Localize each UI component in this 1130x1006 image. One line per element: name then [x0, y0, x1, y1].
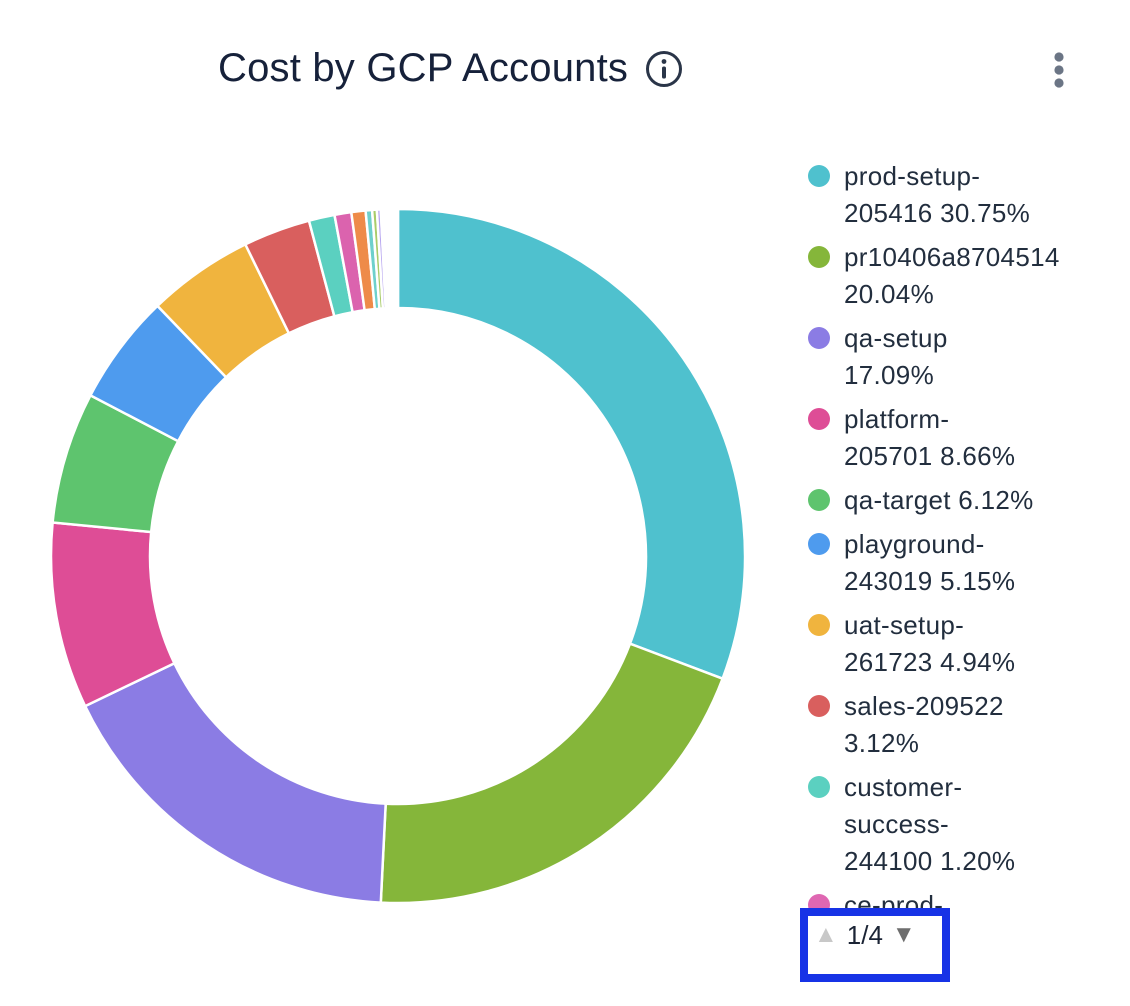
legend-item-platform-205701[interactable]: platform- 205701 8.66% — [800, 401, 1130, 475]
legend-dot — [808, 165, 830, 187]
pagination-down-button[interactable]: ▼ — [891, 921, 916, 948]
legend-label: qa-target 6.12% — [844, 485, 1034, 515]
donut-slice-pr10406a8704514[interactable] — [379, 642, 725, 905]
donut-chart — [49, 207, 747, 905]
legend-item-sales-209522[interactable]: sales-209522 3.12% — [800, 688, 1130, 762]
legend-dot — [808, 327, 830, 349]
legend-item-playground-243019[interactable]: playground- 243019 5.15% — [800, 526, 1130, 600]
legend-dot — [808, 489, 830, 511]
legend-dot — [808, 776, 830, 798]
legend-label: uat-setup- 261723 4.94% — [844, 610, 1016, 677]
legend-label: platform- 205701 8.66% — [844, 404, 1016, 471]
legend-label: sales-209522 3.12% — [844, 691, 1004, 758]
legend-item-qa-target[interactable]: qa-target 6.12% — [800, 482, 1130, 519]
legend-label: customer- success- 244100 1.20% — [844, 772, 1016, 876]
legend-item-prod-setup-205416[interactable]: prod-setup- 205416 30.75% — [800, 158, 1130, 232]
chart-legend: prod-setup- 205416 30.75% pr10406a8704514… — [800, 158, 1130, 920]
kebab-menu-icon[interactable] — [1052, 50, 1066, 90]
page-title: Cost by GCP Accounts — [218, 46, 629, 90]
legend-dot — [808, 408, 830, 430]
legend-dot — [808, 614, 830, 636]
donut-slice-remaining-accounts[interactable] — [379, 207, 400, 310]
pagination-page-indicator: 1/4 — [846, 920, 883, 950]
widget-header: Cost by GCP Accounts — [218, 46, 684, 91]
legend-item-qa-setup[interactable]: qa-setup 17.09% — [800, 320, 1130, 394]
info-icon[interactable] — [644, 49, 684, 89]
legend-dot — [808, 246, 830, 268]
legend-item-uat-setup-261723[interactable]: uat-setup- 261723 4.94% — [800, 607, 1130, 681]
legend-item-pr10406a8704514[interactable]: pr10406a8704514 20.04% — [800, 239, 1130, 313]
donut-slice-qa-setup[interactable] — [83, 661, 388, 904]
legend-label: prod-setup- 205416 30.75% — [844, 161, 1031, 228]
legend-label: pr10406a8704514 20.04% — [844, 242, 1060, 309]
pagination-up-button[interactable]: ▲ — [814, 921, 838, 948]
legend-pagination-highlight-box: ▲ 1/4 ▼ — [800, 908, 950, 982]
legend-item-customer-success-244100[interactable]: customer- success- 244100 1.20% — [800, 769, 1130, 880]
legend-label: qa-setup 17.09% — [844, 323, 948, 390]
legend-pagination: ▲ 1/4 ▼ — [808, 916, 942, 949]
legend-label: playground- 243019 5.15% — [844, 529, 1016, 596]
legend-dot — [808, 695, 830, 717]
legend-dot — [808, 533, 830, 555]
donut-slice-prod-setup-205416[interactable] — [396, 207, 747, 681]
